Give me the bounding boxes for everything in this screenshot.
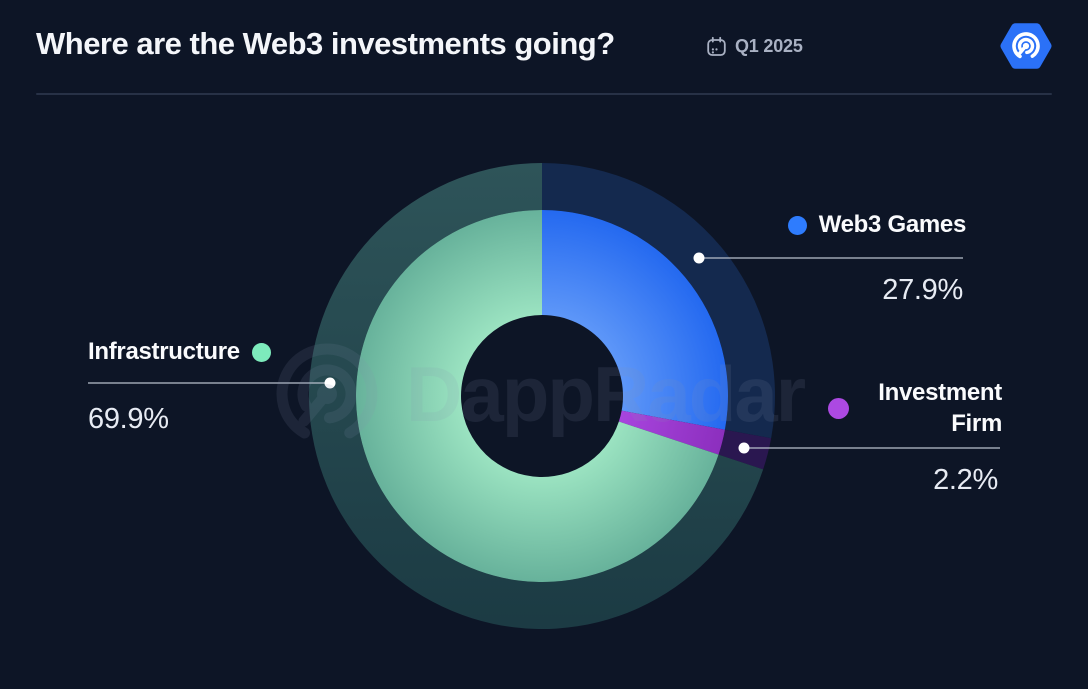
infrastructure-label: Infrastructure	[88, 338, 240, 365]
investment-firm-legend-dot	[828, 398, 849, 419]
dappradar-logo	[1000, 23, 1052, 69]
web3-games-label: Web3 Games	[818, 211, 967, 238]
leader-lines	[88, 252, 1000, 454]
segment-infrastructure	[355, 210, 719, 582]
callout-web3-games: Web3 Games	[787, 211, 967, 239]
callout-anchor-dot-infrastructure	[324, 377, 336, 389]
radar-glyph	[1012, 32, 1040, 60]
callout-infrastructure: Infrastructure	[88, 338, 271, 366]
period-label: Q1 2025	[735, 36, 803, 56]
period-badge: Q1 2025	[706, 36, 803, 57]
segment-investment-firm	[618, 410, 725, 455]
donut-ring	[355, 210, 728, 582]
header-divider	[36, 93, 1052, 95]
segment-web3-games	[542, 210, 728, 430]
infrastructure-percent: 69.9%	[88, 403, 169, 435]
investment-firm-label-line2: Firm	[951, 410, 1002, 437]
investment-firm-percent: 2.2%	[933, 464, 998, 496]
callout-anchor-dot-investment-firm	[738, 442, 750, 454]
web3-games-percent: 27.9%	[882, 274, 963, 306]
infrastructure-legend-dot	[251, 342, 271, 362]
echo-segment-web3-games	[542, 163, 775, 439]
calendar-icon	[707, 36, 726, 56]
web3-games-legend-dot	[787, 215, 807, 235]
page-title: Where are the Web3 investments going?	[36, 26, 615, 61]
callout-investment-firm: Investment Firm	[878, 377, 1002, 439]
callout-anchor-dot-web3-games	[693, 252, 705, 264]
investment-firm-label-line1: Investment	[878, 379, 1002, 406]
